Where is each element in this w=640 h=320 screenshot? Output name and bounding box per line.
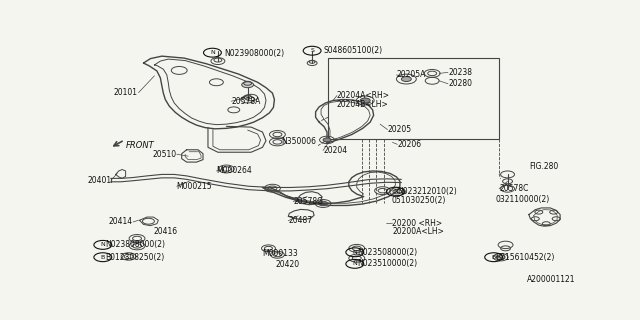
- Text: 20204B<LH>: 20204B<LH>: [337, 100, 388, 109]
- Text: A200001121: A200001121: [527, 275, 575, 284]
- Text: 20204: 20204: [323, 146, 347, 155]
- Text: B015610452(2): B015610452(2): [495, 253, 555, 262]
- Circle shape: [242, 82, 253, 88]
- Text: N023808000(2): N023808000(2): [105, 240, 165, 249]
- Text: M000264: M000264: [216, 166, 252, 175]
- Text: 20578G: 20578G: [293, 197, 323, 206]
- Text: N: N: [353, 261, 357, 266]
- Text: B: B: [100, 255, 105, 260]
- Text: N023510000(2): N023510000(2): [356, 259, 417, 268]
- Circle shape: [360, 98, 370, 103]
- Text: 20205A: 20205A: [396, 70, 426, 79]
- Text: S: S: [310, 48, 314, 53]
- Bar: [328, 58, 499, 140]
- Text: 20487: 20487: [288, 216, 312, 225]
- Text: N: N: [393, 189, 398, 194]
- Text: 20101: 20101: [113, 88, 137, 97]
- Text: N: N: [210, 50, 215, 55]
- Text: 20578A: 20578A: [231, 97, 260, 106]
- Text: N: N: [353, 250, 357, 255]
- Text: 20416: 20416: [154, 227, 177, 236]
- Text: 20414: 20414: [109, 218, 133, 227]
- Text: 20200A<LH>: 20200A<LH>: [392, 227, 444, 236]
- Text: FIG.280: FIG.280: [529, 162, 558, 171]
- Text: M000215: M000215: [177, 182, 212, 191]
- Text: 20510: 20510: [152, 150, 177, 159]
- Text: 20401: 20401: [87, 176, 111, 185]
- Text: B012308250(2): B012308250(2): [105, 253, 164, 262]
- Text: N023508000(2): N023508000(2): [356, 248, 417, 257]
- Text: 20280: 20280: [448, 79, 472, 88]
- Text: 20420: 20420: [276, 260, 300, 269]
- Text: 20238: 20238: [448, 68, 472, 77]
- Text: 20204A<RH>: 20204A<RH>: [337, 91, 390, 100]
- Text: 051030250(2): 051030250(2): [392, 196, 446, 205]
- Text: B: B: [492, 255, 496, 260]
- Circle shape: [401, 76, 412, 82]
- Text: S048605100(2): S048605100(2): [323, 46, 382, 55]
- Text: 20200 <RH>: 20200 <RH>: [392, 219, 443, 228]
- Text: N023212010(2): N023212010(2): [397, 187, 457, 196]
- Text: 20578C: 20578C: [499, 184, 529, 193]
- Circle shape: [323, 138, 331, 142]
- Text: N350006: N350006: [282, 137, 316, 146]
- Text: N023908000(2): N023908000(2): [224, 49, 284, 58]
- Text: 20206: 20206: [397, 140, 422, 149]
- Text: N: N: [100, 242, 105, 247]
- Text: 032110000(2): 032110000(2): [495, 195, 550, 204]
- Text: FRONT: FRONT: [125, 141, 154, 150]
- Text: 20205: 20205: [388, 125, 412, 134]
- Text: M000133: M000133: [262, 250, 298, 259]
